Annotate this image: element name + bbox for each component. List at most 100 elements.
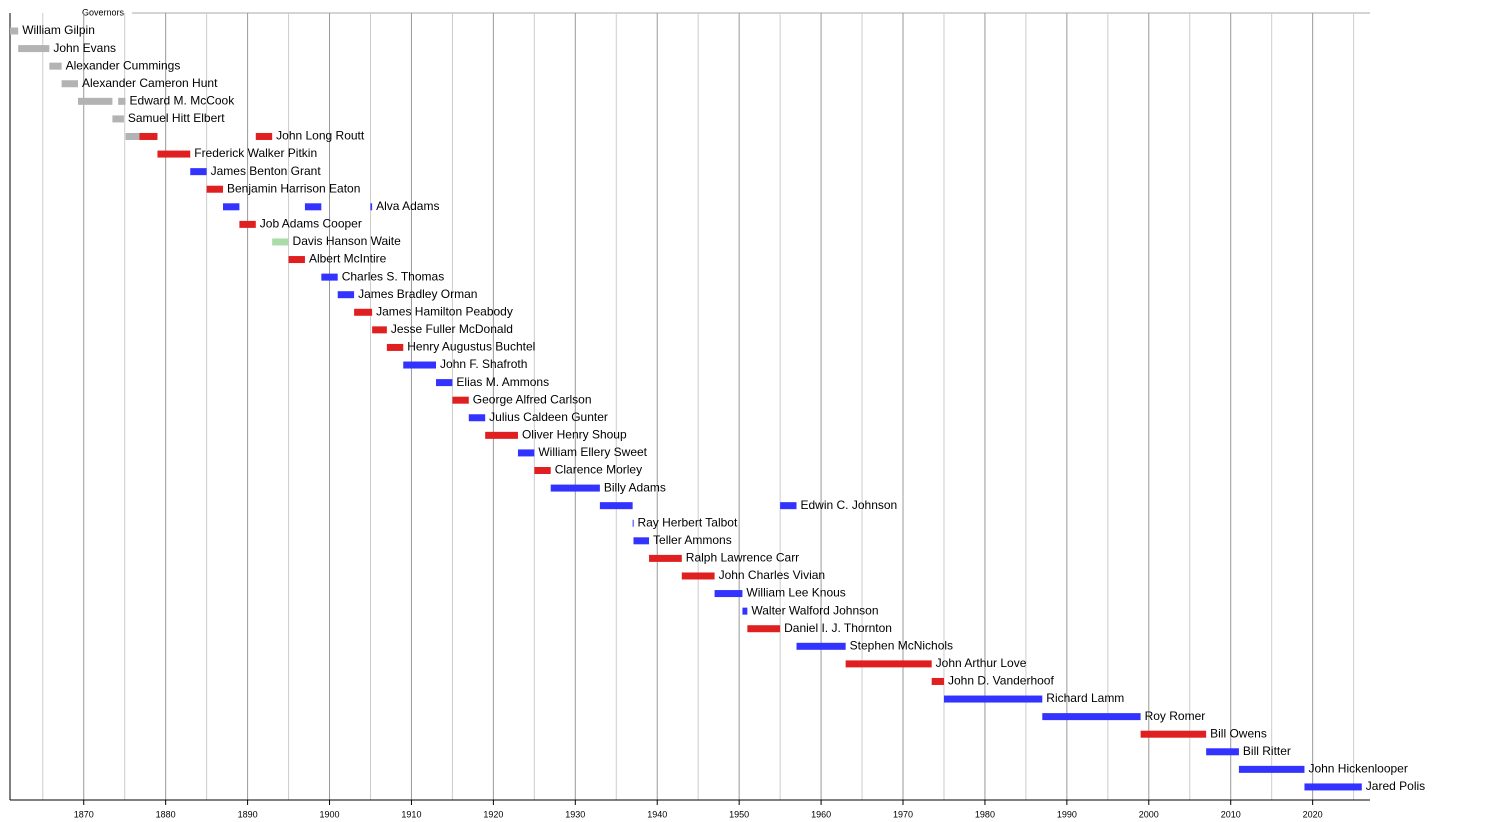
term-bar (517, 449, 535, 457)
governor-label: Roy Romer (1145, 709, 1206, 723)
term-bar (943, 695, 1043, 703)
term-bar (796, 642, 846, 650)
term-bar (139, 132, 158, 140)
term-bar (321, 273, 338, 281)
term-bar (1140, 730, 1207, 738)
governor-label: Ralph Lawrence Carr (686, 551, 799, 565)
term-bar (206, 185, 224, 193)
term-bar (304, 203, 322, 211)
governor-label: Clarence Morley (555, 463, 642, 477)
governor-label: Henry Augustus Buchtel (407, 340, 535, 354)
term-bar (118, 97, 126, 105)
term-bar (403, 361, 437, 369)
term-bar (78, 97, 113, 105)
term-bar (288, 256, 305, 264)
term-bar (550, 484, 600, 492)
governor-label: Alva Adams (376, 199, 439, 213)
term-bar (112, 115, 124, 123)
term-bar (468, 414, 486, 422)
term-bar (10, 27, 19, 35)
term-bar (386, 343, 404, 351)
term-bar (372, 326, 387, 334)
governor-label: Jared Polis (1366, 779, 1425, 793)
x-tick-label: 1950 (729, 809, 749, 819)
x-tick-label: 1890 (238, 809, 258, 819)
x-tick-label: 1930 (565, 809, 585, 819)
governor-label: James Benton Grant (211, 164, 322, 178)
term-bar (255, 132, 273, 140)
x-tick-label: 1960 (811, 809, 831, 819)
governor-label: Bill Owens (1210, 726, 1267, 740)
term-bar (223, 203, 240, 211)
term-bar (485, 431, 518, 439)
term-bar (681, 572, 715, 580)
governor-label: John Charles Vivian (719, 568, 826, 582)
x-tick-label: 1880 (156, 809, 176, 819)
term-bar (534, 467, 551, 474)
governor-label: John Evans (53, 41, 116, 55)
governor-label: Ray Herbert Talbot (637, 515, 737, 529)
governor-label: Teller Ammons (653, 533, 732, 547)
governor-label: Elias M. Ammons (456, 375, 549, 389)
governor-label: James Bradley Orman (358, 287, 477, 301)
term-bar (337, 291, 355, 299)
term-bar (780, 502, 797, 510)
term-bar (1042, 713, 1141, 721)
term-bar (742, 607, 748, 615)
x-tick-label: 2000 (1139, 809, 1159, 819)
term-bar (714, 590, 743, 598)
term-bar (239, 220, 256, 228)
governor-label: Samuel Hitt Elbert (128, 111, 225, 125)
term-bar (354, 308, 373, 316)
governor-label: Jesse Fuller McDonald (391, 322, 513, 336)
term-bar (633, 537, 650, 545)
term-bar (1206, 748, 1239, 756)
governor-label: Oliver Henry Shoup (522, 428, 627, 442)
governor-label: Walter Walford Johnson (751, 603, 878, 617)
x-tick-label: 1940 (647, 809, 667, 819)
term-bar (1304, 783, 1362, 791)
governor-label: John Arthur Love (936, 656, 1027, 670)
term-bar (845, 660, 932, 668)
x-tick-label: 1980 (975, 809, 995, 819)
governor-label: Edwin C. Johnson (801, 498, 898, 512)
governor-label: William Lee Knous (746, 586, 845, 600)
governor-label: Julius Caldeen Gunter (489, 410, 608, 424)
term-bar (125, 132, 140, 140)
governor-label: John D. Vanderhoof (948, 674, 1055, 688)
governor-label: John Long Routt (276, 129, 365, 143)
term-bar (747, 625, 781, 633)
governor-label: Benjamin Harrison Eaton (227, 181, 360, 195)
term-bar (649, 554, 682, 562)
governor-label: Edward M. McCook (130, 93, 236, 107)
governor-label: William Gilpin (22, 23, 95, 37)
governor-label: Frederick Walker Pitkin (194, 146, 317, 160)
x-tick-label: 1970 (893, 809, 913, 819)
chart-title: Governors (82, 7, 125, 17)
term-bar (272, 238, 289, 246)
governor-label: John F. Shafroth (440, 357, 527, 371)
term-bar (436, 379, 453, 387)
term-bar (632, 519, 634, 527)
governor-label: Richard Lamm (1046, 691, 1124, 705)
term-bar (61, 80, 78, 88)
governor-label: John Hickenlooper (1308, 762, 1407, 776)
x-tick-label: 1870 (74, 809, 94, 819)
governor-label: Alexander Cameron Hunt (82, 76, 218, 90)
term-bar (599, 502, 633, 510)
term-bar (49, 62, 62, 70)
governor-label: Davis Hanson Waite (293, 234, 402, 248)
governor-label: Albert McIntire (309, 252, 387, 266)
governor-label: Bill Ritter (1243, 744, 1291, 758)
term-bar (452, 396, 469, 404)
x-tick-label: 1990 (1057, 809, 1077, 819)
term-bar (157, 150, 191, 158)
governor-label: Billy Adams (604, 480, 666, 494)
governor-label: Daniel I. J. Thornton (784, 621, 892, 635)
term-bar (931, 677, 944, 685)
term-bar (370, 203, 373, 211)
x-tick-label: 2010 (1221, 809, 1241, 819)
term-bar (18, 45, 50, 53)
governor-label: Job Adams Cooper (260, 217, 362, 231)
